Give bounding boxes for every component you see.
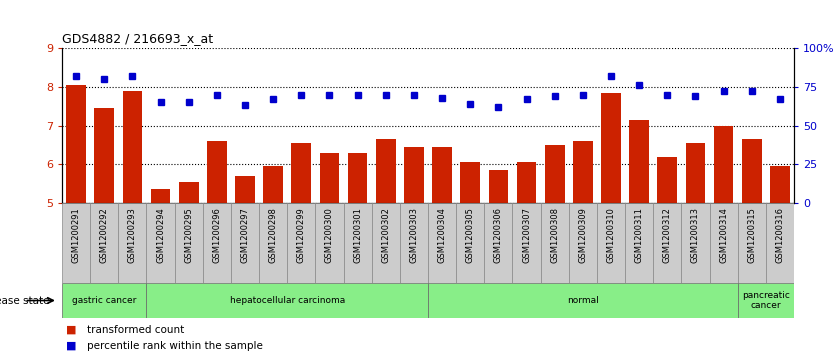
Bar bbox=[344, 203, 372, 283]
Bar bbox=[259, 203, 287, 283]
Bar bbox=[428, 203, 456, 283]
Bar bbox=[404, 147, 424, 203]
Text: GSM1200295: GSM1200295 bbox=[184, 207, 193, 263]
Text: GSM1200305: GSM1200305 bbox=[465, 207, 475, 263]
Text: GSM1200313: GSM1200313 bbox=[691, 207, 700, 263]
Bar bbox=[203, 203, 231, 283]
Text: GSM1200314: GSM1200314 bbox=[719, 207, 728, 263]
Bar bbox=[432, 147, 452, 203]
Text: GSM1200310: GSM1200310 bbox=[606, 207, 615, 263]
Bar bbox=[90, 203, 118, 283]
Text: GSM1200294: GSM1200294 bbox=[156, 207, 165, 263]
Bar bbox=[460, 162, 480, 203]
Bar bbox=[372, 203, 399, 283]
Text: normal: normal bbox=[567, 296, 599, 305]
Bar bbox=[710, 203, 738, 283]
Text: disease state: disease state bbox=[0, 295, 49, 306]
Bar bbox=[597, 203, 625, 283]
Bar bbox=[657, 156, 677, 203]
Text: GSM1200296: GSM1200296 bbox=[213, 207, 221, 263]
Bar bbox=[653, 203, 681, 283]
Text: GSM1200299: GSM1200299 bbox=[297, 207, 306, 263]
Bar bbox=[738, 283, 794, 318]
Text: GSM1200316: GSM1200316 bbox=[776, 207, 785, 263]
Bar bbox=[62, 283, 147, 318]
Text: pancreatic
cancer: pancreatic cancer bbox=[742, 291, 790, 310]
Bar bbox=[625, 203, 653, 283]
Bar bbox=[66, 85, 86, 203]
Bar bbox=[291, 143, 311, 203]
Text: GSM1200312: GSM1200312 bbox=[663, 207, 672, 263]
Text: gastric cancer: gastric cancer bbox=[72, 296, 137, 305]
Text: GSM1200306: GSM1200306 bbox=[494, 207, 503, 263]
Bar bbox=[738, 203, 766, 283]
Text: GSM1200302: GSM1200302 bbox=[381, 207, 390, 263]
Text: GSM1200292: GSM1200292 bbox=[100, 207, 108, 263]
Bar bbox=[123, 91, 143, 203]
Bar bbox=[686, 143, 706, 203]
Bar bbox=[174, 203, 203, 283]
Bar bbox=[151, 189, 170, 203]
Bar bbox=[766, 203, 794, 283]
Text: GSM1200298: GSM1200298 bbox=[269, 207, 278, 263]
Bar bbox=[545, 145, 565, 203]
Text: ■: ■ bbox=[66, 341, 77, 351]
Bar bbox=[714, 126, 733, 203]
Bar bbox=[319, 152, 339, 203]
Text: GSM1200315: GSM1200315 bbox=[747, 207, 756, 263]
Text: GSM1200303: GSM1200303 bbox=[409, 207, 419, 263]
Bar bbox=[489, 170, 508, 203]
Bar bbox=[264, 166, 283, 203]
Bar bbox=[348, 152, 368, 203]
Text: GSM1200311: GSM1200311 bbox=[635, 207, 644, 263]
Bar bbox=[94, 108, 114, 203]
Bar bbox=[569, 203, 597, 283]
Text: GDS4882 / 216693_x_at: GDS4882 / 216693_x_at bbox=[62, 32, 214, 45]
Text: percentile rank within the sample: percentile rank within the sample bbox=[87, 341, 263, 351]
Bar bbox=[147, 203, 174, 283]
Bar bbox=[681, 203, 710, 283]
Bar bbox=[235, 176, 255, 203]
Text: transformed count: transformed count bbox=[87, 325, 184, 335]
Bar bbox=[540, 203, 569, 283]
Text: GSM1200297: GSM1200297 bbox=[240, 207, 249, 263]
Text: GSM1200308: GSM1200308 bbox=[550, 207, 559, 263]
Bar bbox=[456, 203, 485, 283]
Bar bbox=[630, 120, 649, 203]
Bar bbox=[62, 203, 90, 283]
Bar bbox=[428, 283, 738, 318]
Bar bbox=[485, 203, 512, 283]
Text: GSM1200309: GSM1200309 bbox=[578, 207, 587, 263]
Text: GSM1200307: GSM1200307 bbox=[522, 207, 531, 263]
Bar bbox=[601, 93, 620, 203]
Bar bbox=[231, 203, 259, 283]
Bar bbox=[147, 283, 428, 318]
Text: GSM1200304: GSM1200304 bbox=[438, 207, 446, 263]
Text: hepatocellular carcinoma: hepatocellular carcinoma bbox=[229, 296, 344, 305]
Bar bbox=[118, 203, 147, 283]
Bar bbox=[376, 139, 395, 203]
Bar bbox=[512, 203, 540, 283]
Bar bbox=[517, 162, 536, 203]
Bar bbox=[315, 203, 344, 283]
Text: GSM1200291: GSM1200291 bbox=[72, 207, 81, 263]
Bar bbox=[287, 203, 315, 283]
Bar bbox=[207, 141, 227, 203]
Bar bbox=[770, 166, 790, 203]
Text: GSM1200293: GSM1200293 bbox=[128, 207, 137, 263]
Bar bbox=[178, 182, 198, 203]
Text: GSM1200301: GSM1200301 bbox=[353, 207, 362, 263]
Bar bbox=[399, 203, 428, 283]
Bar bbox=[742, 139, 761, 203]
Text: GSM1200300: GSM1200300 bbox=[325, 207, 334, 263]
Text: ■: ■ bbox=[66, 325, 77, 335]
Bar bbox=[573, 141, 593, 203]
